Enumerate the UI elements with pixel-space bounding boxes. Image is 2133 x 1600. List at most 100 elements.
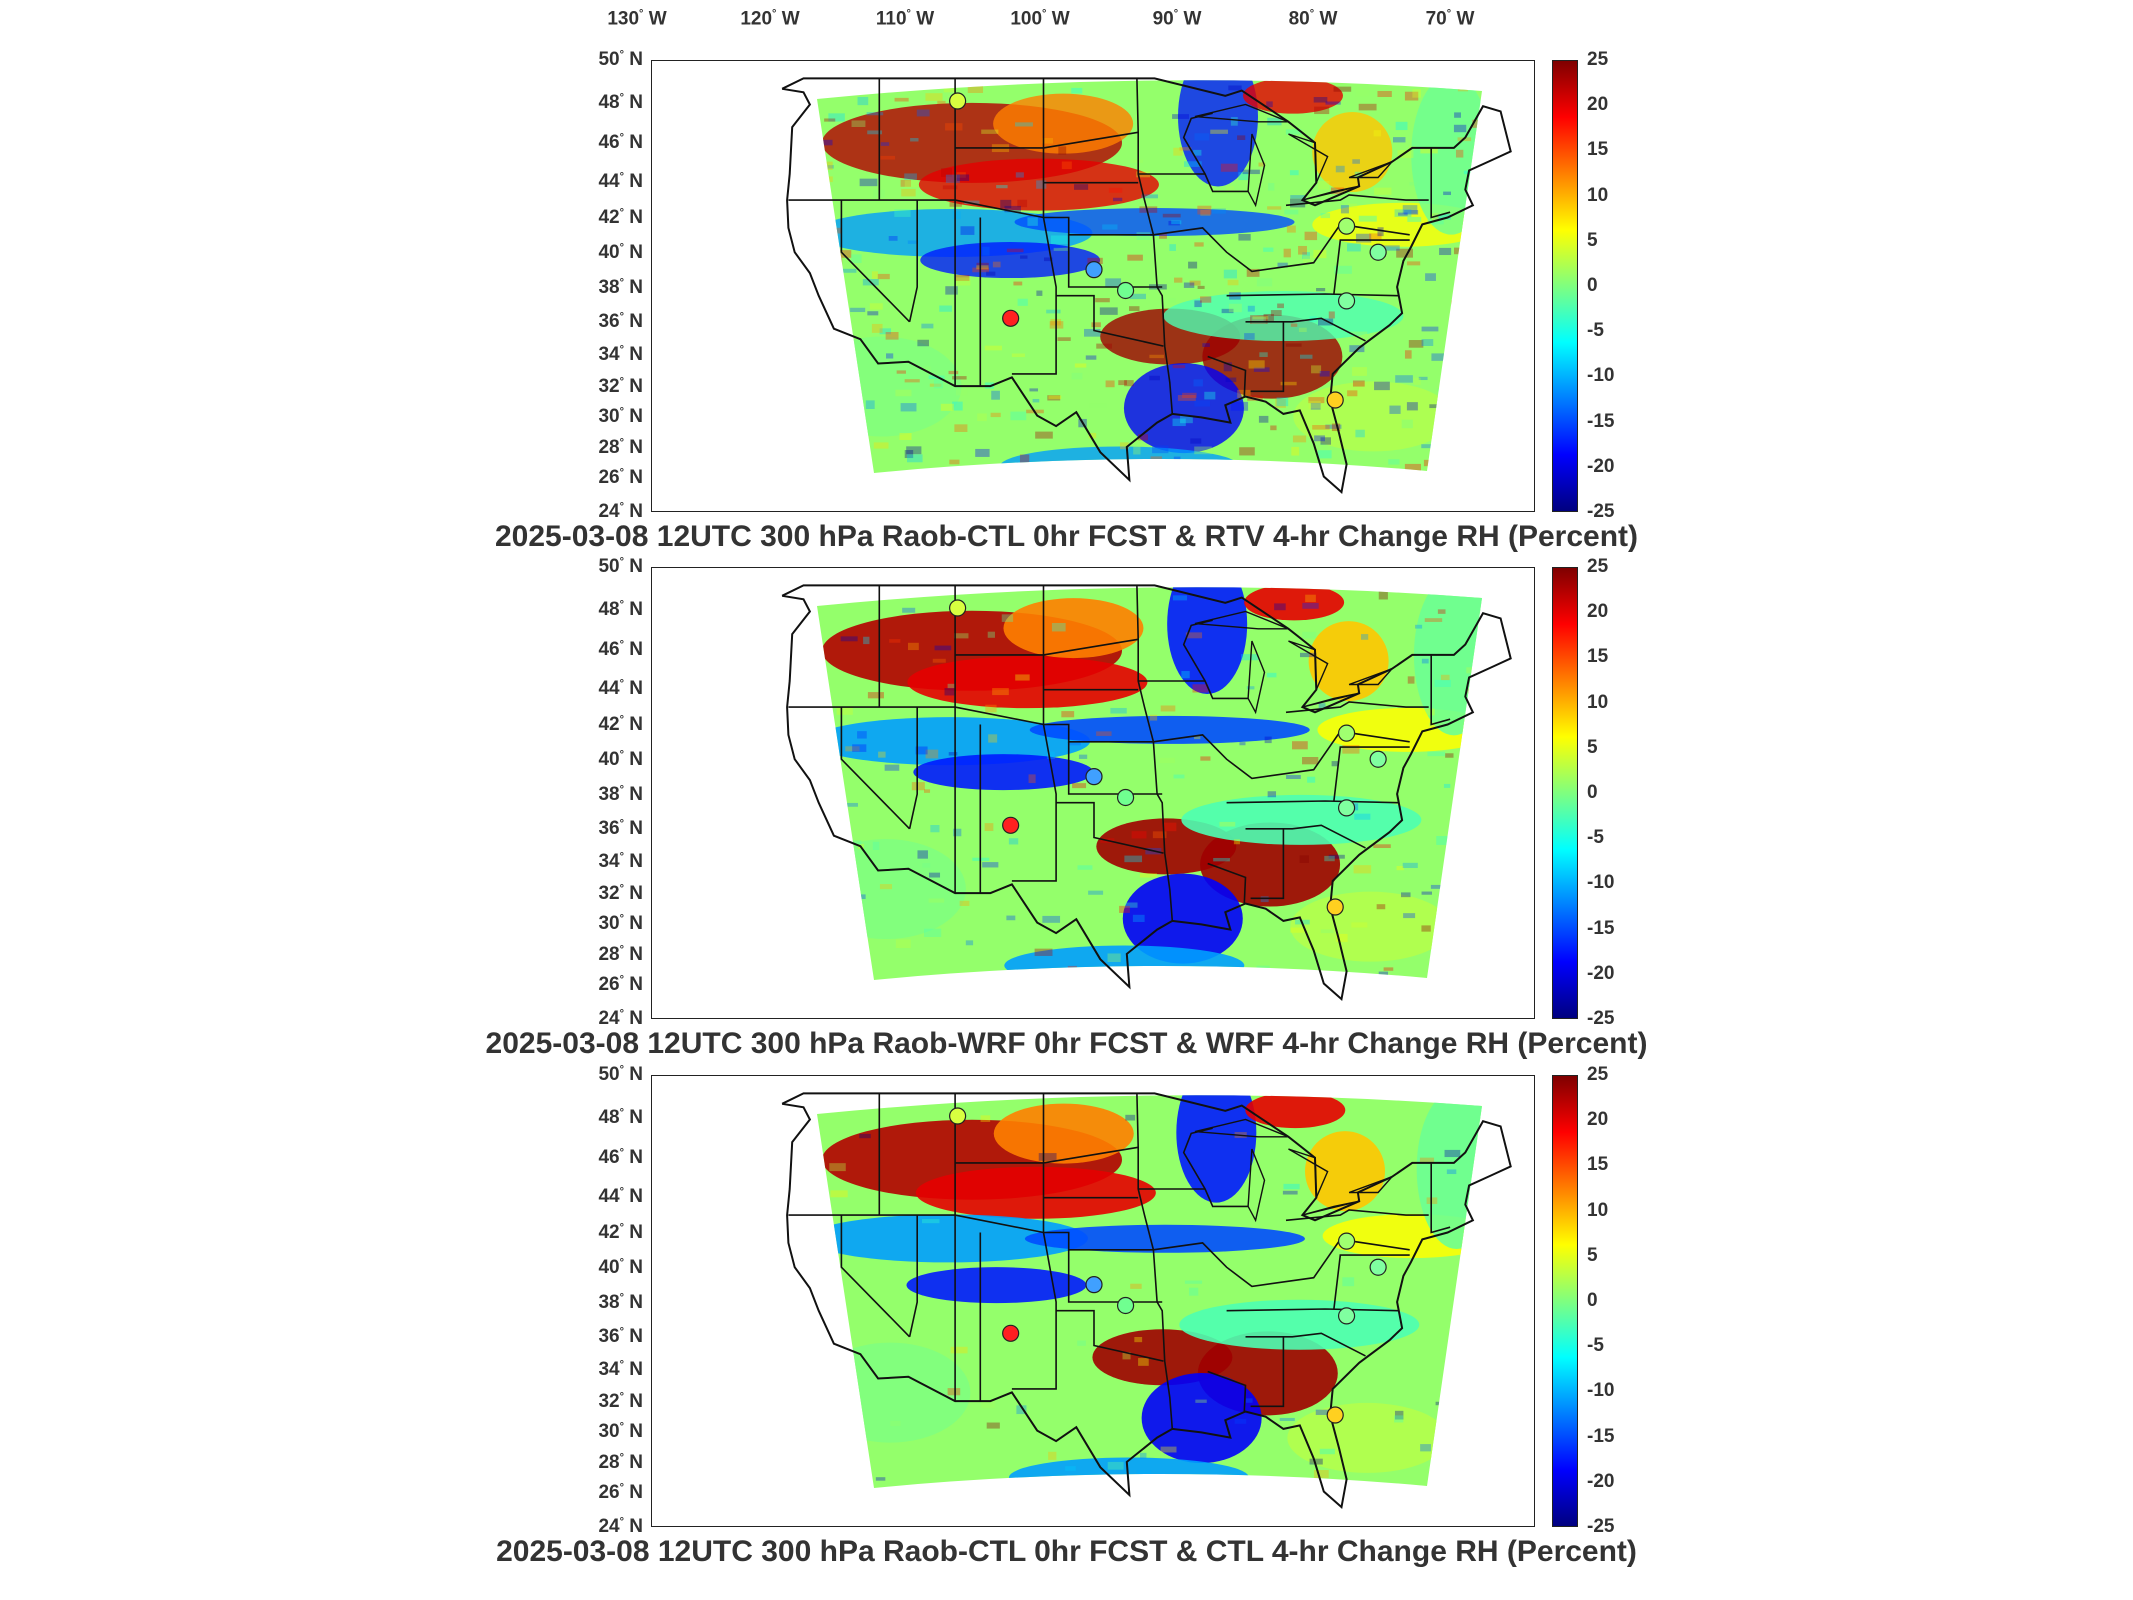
state-boundary (1430, 1162, 1451, 1234)
rh-noise-cell (824, 794, 840, 799)
lon-value: 70 (1425, 8, 1447, 30)
degree-symbol: ° (619, 405, 624, 418)
rh-noise-cell (1015, 674, 1030, 681)
rh-noise-cell (1171, 220, 1182, 225)
rh-noise-cell (1077, 1340, 1086, 1346)
rh-noise-cell (1241, 654, 1259, 661)
state-boundary (1285, 194, 1429, 207)
rh-noise-cell (817, 203, 829, 207)
longitude-label: 100° W (1010, 8, 1069, 30)
lat-suffix: N (629, 883, 643, 905)
rh-noise-cell (1132, 914, 1145, 922)
rh-noise-cell (976, 262, 989, 271)
rh-noise-cell (1421, 444, 1435, 449)
state-boundary (1043, 638, 1139, 656)
rh-noise-cell (1072, 783, 1087, 789)
rh-noise-cell (1223, 269, 1237, 279)
lat-suffix: N (629, 437, 643, 459)
rh-noise-cell (863, 636, 870, 645)
rh-noise-cell (1358, 215, 1377, 222)
colorbar-tick-label: 15 (1587, 139, 1609, 161)
rh-noise-cell (948, 752, 958, 756)
rh-noise-cell (1466, 667, 1479, 674)
rh-noise-cell (982, 246, 990, 256)
colorbar-tick-label: 15 (1587, 1154, 1609, 1176)
rh-noise-cell (1469, 1208, 1482, 1216)
rh-noise-cell (1274, 603, 1286, 611)
rh-noise-cell (845, 883, 858, 893)
rh-noise-cell (1124, 855, 1143, 863)
rh-noise-cell (990, 412, 1001, 418)
raob-station-marker (1369, 243, 1387, 261)
rh-noise-cell (1027, 217, 1038, 226)
rh-noise-cell (842, 802, 858, 807)
great-lake-outline (1288, 133, 1329, 183)
state-boundary (788, 199, 1410, 273)
rh-noise-cell (1284, 209, 1299, 215)
state-boundary (788, 1214, 1410, 1288)
degree-symbol: ° (619, 375, 624, 388)
state-boundary (1207, 1370, 1247, 1412)
colorbar-tick-label: -25 (1587, 1516, 1615, 1537)
rh-noise-cell (1042, 138, 1054, 144)
state-boundary (1250, 1336, 1285, 1408)
rh-noise-cell (1266, 672, 1277, 678)
rh-noise-cell (1074, 363, 1087, 368)
rh-noise-cell (889, 639, 901, 643)
rh-noise-cell (851, 840, 862, 845)
rh-noise-cell (1047, 395, 1061, 401)
rh-noise-cell (1421, 708, 1435, 716)
rh-noise-cell (1378, 590, 1388, 600)
rh-noise-cell (1134, 1336, 1143, 1343)
degree-symbol: ° (619, 310, 624, 323)
rh-noise-cell (1340, 205, 1349, 214)
rh-noise-cell (1458, 81, 1465, 86)
rh-noise-cell (1061, 711, 1075, 718)
rh-noise-cell (1185, 632, 1203, 639)
rh-noise-cell (1484, 732, 1500, 741)
rh-noise-cell (1443, 191, 1452, 196)
rh-noise-cell (1318, 703, 1326, 709)
rh-noise-cell (1395, 121, 1408, 131)
longitude-label: 70° W (1426, 8, 1475, 30)
rh-noise-cell (1355, 429, 1365, 438)
rh-noise-cell (1125, 1114, 1136, 1121)
rh-contour-region (1122, 873, 1243, 964)
rh-noise-cell (1423, 459, 1442, 467)
rh-noise-cell (959, 900, 970, 906)
latitude-label: 44° N (598, 678, 643, 700)
degree-symbol: ° (619, 91, 624, 104)
rh-noise-cell (1401, 419, 1413, 429)
rh-noise-cell (1088, 890, 1104, 895)
state-boundary (1245, 317, 1366, 342)
lon-value: 120 (740, 8, 773, 30)
rh-contour-region (1024, 1224, 1305, 1253)
state-boundary (1011, 1093, 1057, 1390)
rh-noise-cell (1316, 287, 1326, 292)
rh-noise-cell (1107, 953, 1121, 962)
rh-noise-cell (1172, 418, 1186, 427)
rh-noise-cell (1314, 1470, 1329, 1479)
rh-noise-cell (1402, 862, 1418, 869)
state-boundary (1011, 78, 1057, 375)
lat-suffix: N (629, 92, 643, 114)
rh-noise-cell (1457, 86, 1469, 92)
rh-noise-cell (907, 642, 919, 651)
rh-noise-cell (1194, 400, 1211, 407)
great-lake-outline (1348, 1176, 1393, 1194)
rh-noise-cell (1324, 472, 1339, 473)
degree-symbol: ° (619, 1146, 624, 1159)
rh-noise-cell (1300, 354, 1313, 359)
rh-noise-cell (1358, 103, 1377, 111)
rh-noise-cell (954, 424, 968, 432)
great-lake-outline (1247, 640, 1266, 715)
degree-symbol: ° (619, 1291, 624, 1304)
rh-noise-cell (1015, 122, 1033, 127)
rh-noise-cell (1124, 976, 1137, 980)
rh-noise-cell (830, 1190, 848, 1198)
rh-noise-cell (1310, 402, 1321, 410)
rh-noise-cell (1331, 761, 1339, 767)
rh-noise-cell (992, 261, 1001, 268)
rh-noise-cell (939, 305, 952, 312)
degree-symbol: ° (619, 1007, 624, 1020)
